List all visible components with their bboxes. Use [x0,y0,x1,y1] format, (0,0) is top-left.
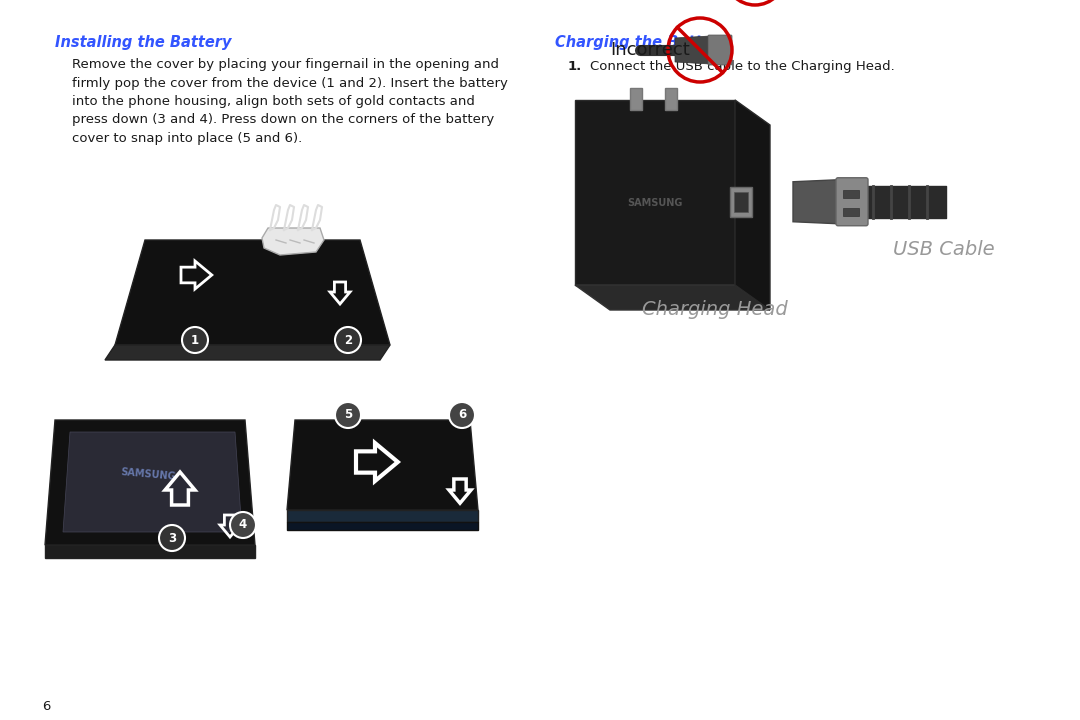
Text: 1: 1 [191,333,199,346]
FancyBboxPatch shape [708,35,732,65]
Polygon shape [287,510,478,522]
Polygon shape [114,240,390,345]
Text: Charging Head: Charging Head [643,300,788,319]
Polygon shape [63,432,242,532]
FancyBboxPatch shape [665,88,677,110]
FancyBboxPatch shape [730,186,752,217]
Polygon shape [45,420,255,545]
Text: Installing the Battery: Installing the Battery [55,35,231,50]
Circle shape [335,327,361,353]
Text: 6: 6 [458,408,467,421]
Polygon shape [287,522,478,530]
Text: 2: 2 [343,333,352,346]
Circle shape [449,402,475,428]
Text: Charging the Battery: Charging the Battery [555,35,729,50]
Text: 6: 6 [42,700,51,713]
Text: 4: 4 [239,518,247,531]
Text: Remove the cover by placing your fingernail in the opening and
firmly pop the co: Remove the cover by placing your fingern… [72,58,508,145]
Polygon shape [262,228,324,255]
FancyBboxPatch shape [836,178,868,226]
Polygon shape [287,420,478,510]
FancyBboxPatch shape [630,88,642,110]
Circle shape [183,327,208,353]
Text: SAMSUNG: SAMSUNG [627,197,683,207]
Circle shape [335,402,361,428]
Text: Connect the USB cable to the Charging Head.: Connect the USB cable to the Charging He… [590,60,894,73]
Polygon shape [105,345,390,360]
Circle shape [159,525,185,551]
Text: Incorrect: Incorrect [610,41,690,59]
Text: SAMSUNG: SAMSUNG [120,467,176,482]
Polygon shape [45,545,255,558]
Polygon shape [575,285,770,310]
Text: 5: 5 [343,408,352,421]
FancyBboxPatch shape [843,190,859,198]
Circle shape [230,512,256,538]
Text: USB Cable: USB Cable [893,240,995,258]
FancyBboxPatch shape [734,192,748,212]
Polygon shape [735,100,770,310]
Polygon shape [793,180,838,224]
Text: 1.: 1. [568,60,582,73]
Polygon shape [675,36,710,64]
FancyBboxPatch shape [843,208,859,216]
Polygon shape [575,100,735,285]
Text: 3: 3 [167,531,176,544]
